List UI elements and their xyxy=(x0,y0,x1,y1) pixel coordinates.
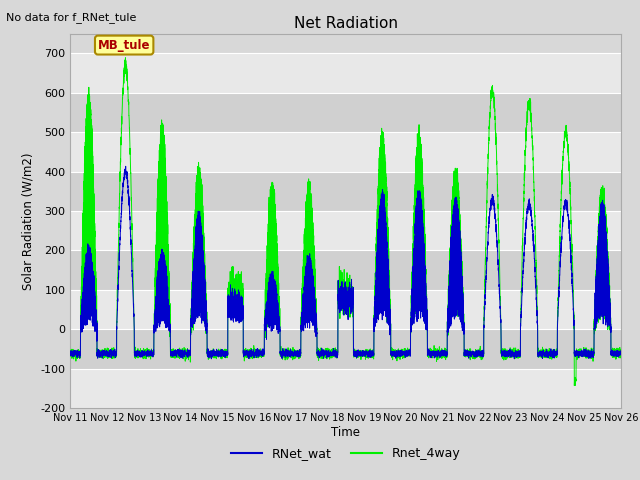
Legend: RNet_wat, Rnet_4way: RNet_wat, Rnet_4way xyxy=(226,443,465,466)
Bar xyxy=(70,132,621,171)
Y-axis label: Solar Radiation (W/m2): Solar Radiation (W/m2) xyxy=(22,152,35,289)
Text: No data for f_RNet_tule: No data for f_RNet_tule xyxy=(6,12,137,23)
Bar xyxy=(70,369,621,408)
Bar xyxy=(70,290,621,329)
Bar xyxy=(70,53,621,93)
Bar xyxy=(70,93,621,132)
Bar xyxy=(70,329,621,369)
Bar xyxy=(70,171,621,211)
Text: MB_tule: MB_tule xyxy=(98,38,150,51)
Bar xyxy=(70,251,621,290)
X-axis label: Time: Time xyxy=(331,426,360,439)
Title: Net Radiation: Net Radiation xyxy=(294,16,397,31)
Bar xyxy=(70,211,621,251)
